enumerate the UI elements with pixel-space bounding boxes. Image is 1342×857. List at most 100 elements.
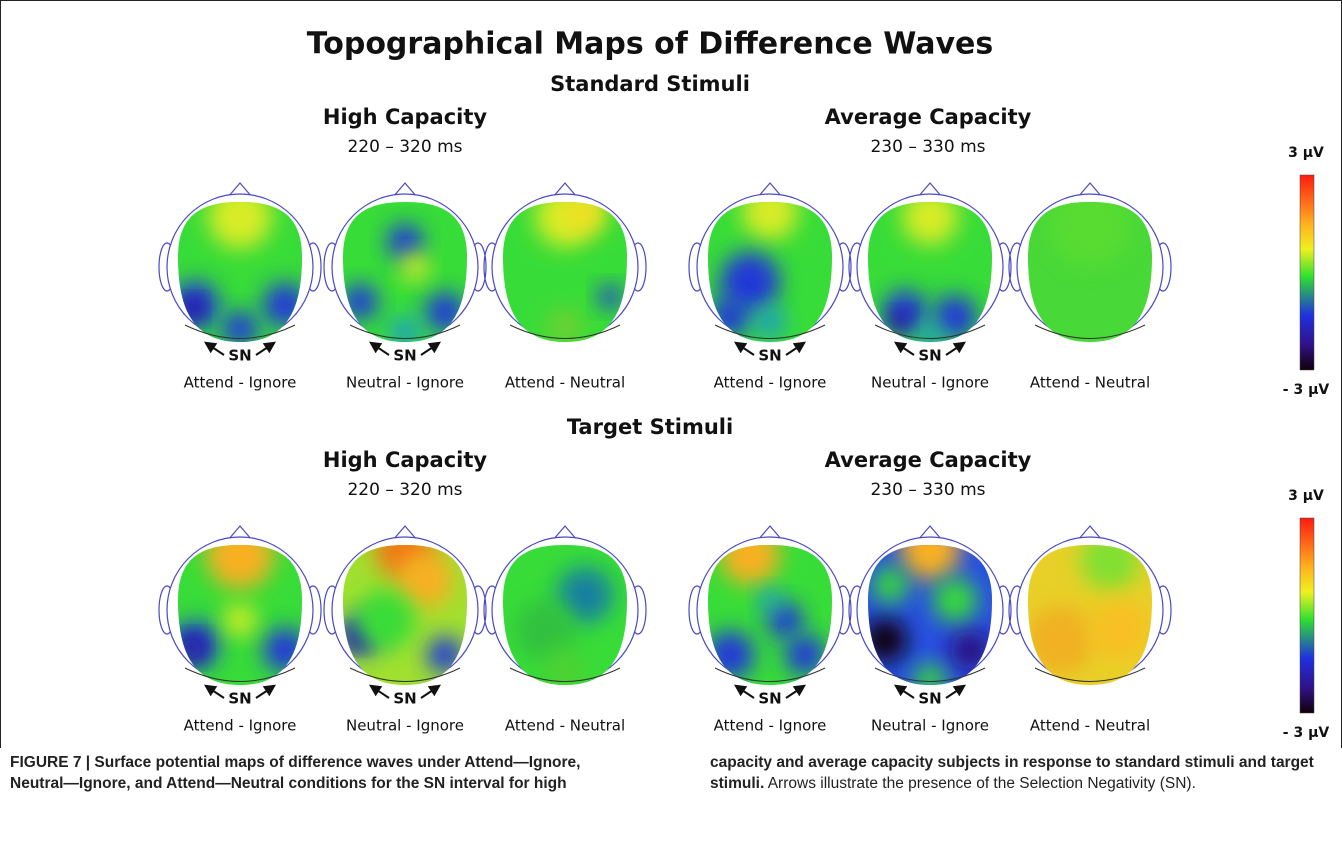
topo-map: Attend - Neutral — [483, 525, 647, 735]
potential-blob — [720, 545, 780, 585]
potential-blob — [933, 578, 977, 622]
group-interval: 220 – 320 ms — [347, 137, 462, 157]
nose — [552, 525, 578, 541]
nose — [1077, 182, 1103, 198]
caption-text: Arrows illustrate the presence of the Se… — [767, 775, 1196, 792]
potential-blob — [224, 604, 256, 636]
scalp-map — [343, 545, 467, 685]
arrow — [785, 684, 806, 699]
nose — [917, 525, 943, 541]
map-label: Neutral - Ignore — [871, 374, 989, 392]
scalp-edge — [1034, 324, 1146, 339]
potential-blob — [872, 567, 908, 603]
scalp-edge — [349, 324, 461, 339]
nose — [392, 525, 418, 541]
potential-blob — [401, 253, 429, 281]
arrow — [734, 684, 755, 699]
potential-blob — [545, 650, 585, 685]
topo-map: SN Neutral - Ignore — [848, 182, 1012, 392]
scalp-map — [868, 202, 992, 342]
potential-blob — [767, 602, 803, 638]
potential-blob — [397, 552, 453, 608]
topo-map: SN Neutral - Ignore — [323, 182, 487, 392]
potential-blob — [598, 285, 622, 309]
arrow — [255, 684, 276, 699]
arrow — [369, 684, 390, 699]
topo-map: SN Neutral - Ignore — [323, 525, 487, 735]
potential-blob — [754, 306, 786, 338]
arrow — [894, 684, 915, 699]
potential-blob — [902, 202, 958, 245]
marker-label: SN — [758, 690, 781, 708]
potential-blob — [1080, 545, 1140, 590]
map-label: Neutral - Ignore — [346, 717, 464, 735]
scalp-edge — [714, 667, 826, 682]
potential-blob — [389, 316, 421, 342]
marker-label: SN — [918, 690, 941, 708]
map-label: Attend - Ignore — [184, 374, 297, 392]
group-title: Average Capacity — [825, 105, 1032, 129]
caption-bold: FIGURE 7 | Surface potential maps of dif… — [10, 754, 1314, 792]
potential-blob — [1090, 600, 1150, 660]
potential-blob — [1050, 202, 1130, 267]
arrow — [894, 341, 915, 356]
map-label: Neutral - Ignore — [871, 717, 989, 735]
group-interval: 220 – 320 ms — [347, 480, 462, 500]
marker-label: SN — [228, 347, 251, 365]
nose — [227, 525, 253, 541]
arrow — [734, 341, 755, 356]
arrow — [420, 341, 441, 356]
arrow — [369, 341, 390, 356]
nose — [1077, 525, 1103, 541]
potential-blob — [222, 311, 258, 342]
topo-map: Attend - Neutral — [1008, 182, 1172, 392]
scalp-map — [503, 545, 627, 685]
potential-blob — [720, 252, 780, 312]
map-label: Attend - Neutral — [505, 374, 625, 392]
marker-label: SN — [393, 347, 416, 365]
potential-blob — [890, 312, 910, 332]
potential-blob — [742, 202, 798, 240]
topo-map: SN Attend - Ignore — [688, 182, 852, 392]
potential-blob — [1028, 606, 1094, 674]
potential-blob — [515, 600, 575, 660]
arrow — [785, 341, 806, 356]
scalp-edge — [874, 324, 986, 339]
scalp-map — [868, 545, 992, 685]
colorbar — [1299, 174, 1315, 371]
scalp-map — [708, 545, 832, 685]
potential-blob — [387, 224, 423, 260]
scalp-map — [1028, 202, 1152, 342]
topo-map: Attend - Neutral — [483, 182, 647, 392]
topo-map: SN Attend - Ignore — [158, 182, 322, 392]
nose — [917, 182, 943, 198]
scalp-map — [503, 202, 627, 342]
arrow — [204, 341, 225, 356]
arrow — [420, 684, 441, 699]
marker-label: SN — [918, 347, 941, 365]
figure: Topographical Maps of Difference Waves S… — [0, 0, 1342, 748]
map-label: Attend - Neutral — [505, 717, 625, 735]
map-label: Attend - Neutral — [1030, 717, 1150, 735]
marker-label: SN — [758, 347, 781, 365]
map-label: Neutral - Ignore — [346, 374, 464, 392]
potential-blob — [933, 295, 977, 339]
colorbar-max: 3 µV — [1288, 145, 1324, 161]
scalp-edge — [184, 324, 296, 339]
scalp-edge — [184, 667, 296, 682]
figure-title: Topographical Maps of Difference Waves — [307, 27, 993, 62]
potential-blob — [950, 630, 990, 670]
colorbar-max: 3 µV — [1288, 488, 1324, 504]
potential-blob — [557, 567, 613, 623]
scalp-map — [708, 202, 832, 342]
potential-blob — [916, 323, 944, 342]
scalp-edge — [1034, 667, 1146, 682]
nose — [757, 525, 783, 541]
marker-label: SN — [393, 690, 416, 708]
arrow — [204, 684, 225, 699]
nose — [757, 182, 783, 198]
group-title: High Capacity — [323, 448, 488, 472]
nose — [227, 182, 253, 198]
potential-blob — [914, 664, 946, 685]
